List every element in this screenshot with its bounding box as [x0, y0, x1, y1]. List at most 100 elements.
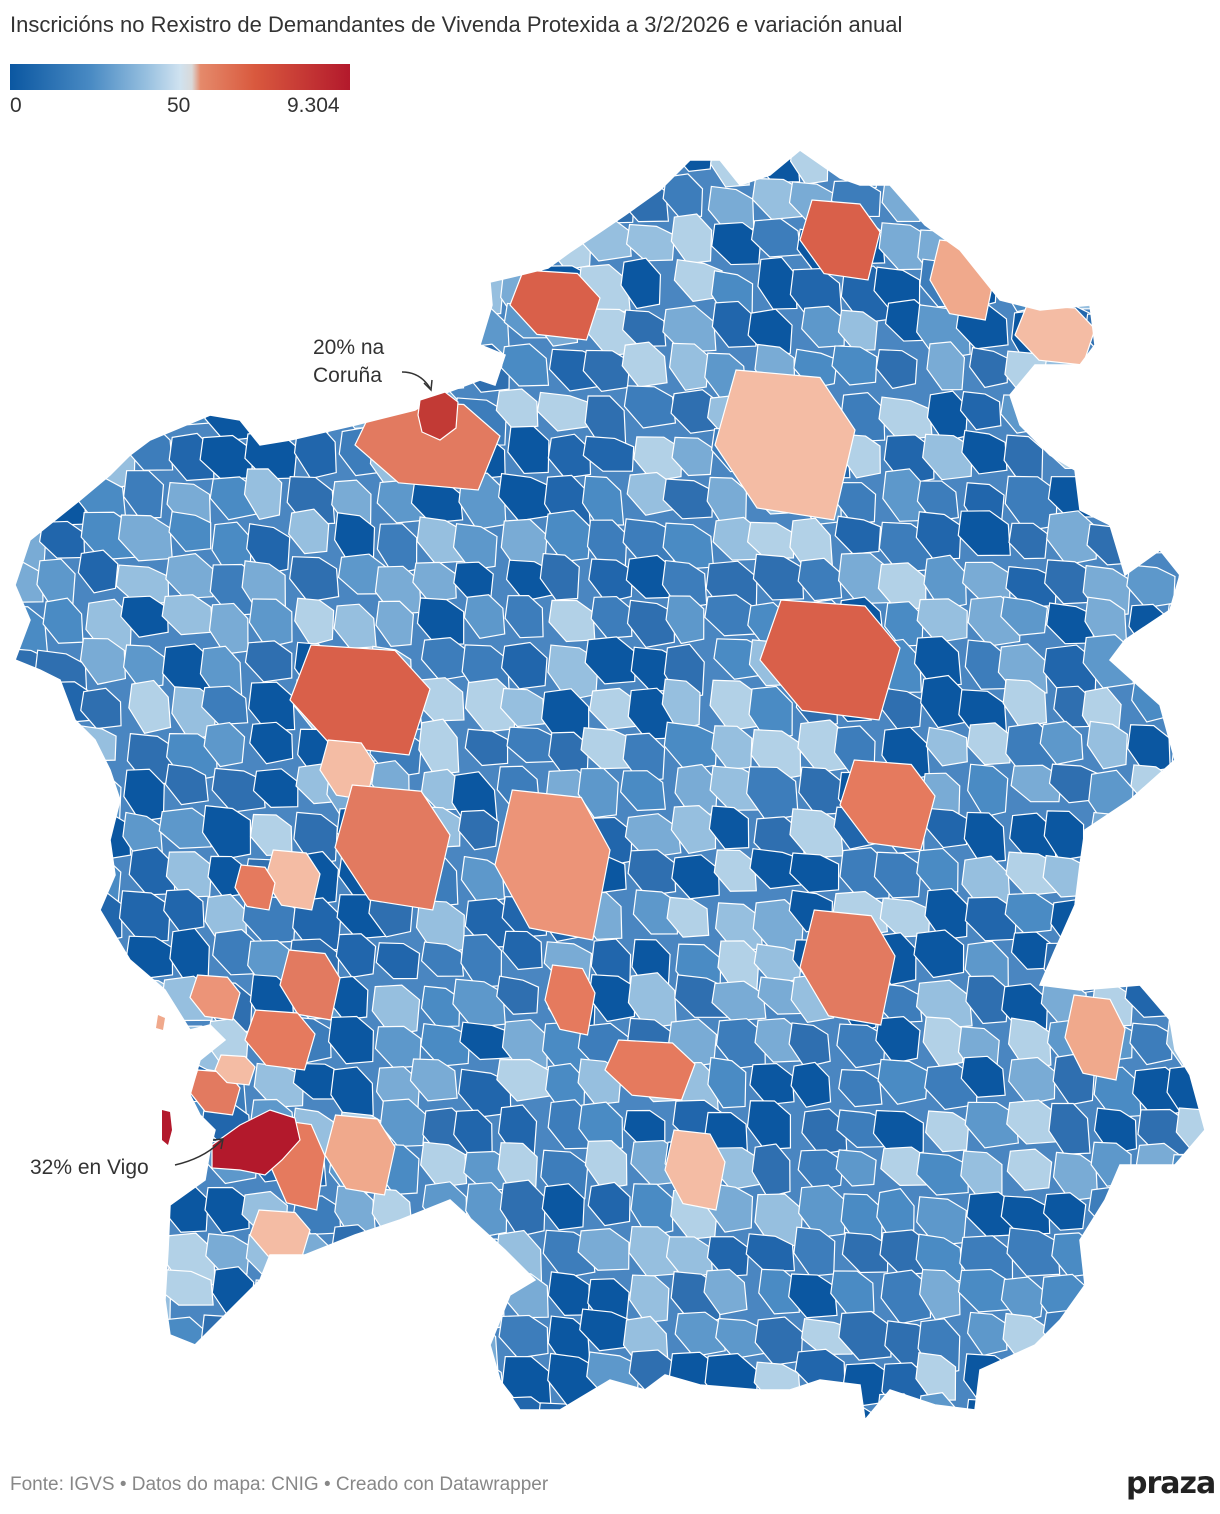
municipality-cell: [623, 385, 677, 429]
municipality-cell: [462, 1277, 505, 1332]
municipality-cell: [1178, 553, 1205, 610]
municipality-cell-increase: [839, 759, 936, 851]
municipality-cell: [119, 179, 164, 222]
municipality-cell: [15, 438, 39, 483]
municipality-cell: [925, 726, 968, 767]
municipality-cell: [499, 150, 550, 193]
municipality-cell: [1046, 510, 1098, 566]
municipality-cell: [620, 770, 666, 812]
municipality-cell: [15, 1191, 38, 1234]
municipality-cell: [1123, 1275, 1166, 1323]
municipality-cell: [1135, 852, 1177, 899]
municipality-cell: [124, 1068, 178, 1117]
municipality-cell: [248, 344, 293, 394]
municipality-cell: [375, 942, 421, 980]
municipality-cell: [15, 389, 49, 432]
municipality-cell: [788, 1273, 838, 1319]
municipality-cell: [373, 1270, 425, 1315]
municipality-cell: [924, 887, 968, 941]
municipality-cell: [665, 595, 705, 645]
coruna-arrow-head: [423, 379, 433, 392]
municipality-cell: [211, 767, 266, 813]
municipality-cell: [421, 269, 466, 320]
municipality-cell: [207, 182, 249, 227]
municipality-cell: [1044, 171, 1095, 219]
municipality-cell: [204, 1358, 260, 1400]
municipality-cell: [38, 433, 79, 483]
municipality-cell: [921, 150, 970, 201]
municipality-cell: [82, 219, 134, 264]
municipality-cell: [1208, 386, 1220, 426]
municipality-cell: [82, 150, 130, 184]
municipality-cell: [15, 724, 48, 764]
municipality-cell: [674, 974, 728, 1018]
municipality-cell: [1214, 302, 1220, 350]
municipality-cell: [966, 1311, 1008, 1357]
municipality-cell: [922, 433, 973, 481]
galicia-outline: [14, 149, 1206, 1422]
legend-max-label: 9.304: [287, 94, 340, 117]
municipality-cell: [704, 1402, 751, 1420]
municipality-cell: [379, 229, 424, 279]
municipality-cell: [711, 300, 757, 348]
municipality-cell: [15, 900, 45, 949]
municipality-cell: [15, 976, 38, 1031]
municipality-cell: [1084, 854, 1137, 894]
municipality-cell: [750, 217, 802, 258]
municipality-cell: [249, 178, 293, 222]
municipality-cell: [584, 636, 637, 685]
municipality-cell: [1093, 348, 1137, 399]
municipality-cell: [38, 1060, 87, 1104]
municipality-cell: [166, 349, 215, 391]
municipality-cell: [1132, 219, 1178, 261]
municipality-cell: [460, 175, 501, 222]
municipality-cell: [913, 929, 965, 979]
municipality-cell: [1171, 733, 1205, 789]
municipality-cell: [35, 851, 82, 894]
municipality-cell: [1004, 1402, 1058, 1420]
municipality-cell: [369, 1238, 410, 1281]
municipality-cell: [39, 150, 83, 189]
municipality-cell: [500, 641, 548, 690]
municipality-cell-increase: [799, 909, 896, 1026]
municipality-cell: [757, 256, 798, 310]
municipality-cell: [585, 172, 635, 224]
municipality-cell: [1000, 596, 1049, 636]
municipality-cell: [1042, 150, 1086, 176]
legend-min-label: 0: [10, 94, 22, 117]
municipality-cell: [798, 1184, 847, 1239]
municipality-cell: [289, 186, 335, 225]
municipality-cell: [1127, 1313, 1179, 1354]
municipality-cell: [959, 179, 1013, 229]
municipality-cell: [74, 341, 119, 389]
municipality-cell: [966, 722, 1013, 766]
municipality-cell: [367, 1354, 411, 1405]
municipality-cell: [330, 1398, 373, 1420]
municipality-cell: [1211, 471, 1220, 515]
municipality-cell: [1212, 1363, 1220, 1414]
municipality-cell: [746, 521, 795, 560]
municipality-cell: [204, 150, 247, 191]
municipality-cell: [747, 308, 793, 355]
municipality-cell: [326, 179, 371, 234]
municipality-cell: [507, 425, 550, 475]
municipality-cell: [376, 1317, 421, 1366]
municipality-cell: [999, 220, 1050, 272]
municipality-cell: [15, 1267, 53, 1312]
municipality-cell: [666, 896, 710, 938]
municipality-cell: [671, 854, 720, 900]
ons-island: [156, 1015, 165, 1030]
municipality-cell: [672, 150, 714, 172]
municipality-cell: [1091, 1226, 1147, 1265]
municipality-cell: [205, 1233, 251, 1275]
municipality-cell: [1002, 678, 1048, 729]
municipality-cell: [1170, 889, 1205, 928]
municipality-cell: [1210, 979, 1220, 1025]
municipality-cell: [75, 1389, 118, 1420]
municipality-cell: [168, 511, 212, 552]
municipality-cell: [1212, 518, 1220, 562]
municipality-cell: [875, 348, 918, 390]
municipality-cell: [296, 1272, 340, 1321]
municipality-cell: [121, 351, 167, 393]
municipality-cell: [32, 810, 87, 863]
